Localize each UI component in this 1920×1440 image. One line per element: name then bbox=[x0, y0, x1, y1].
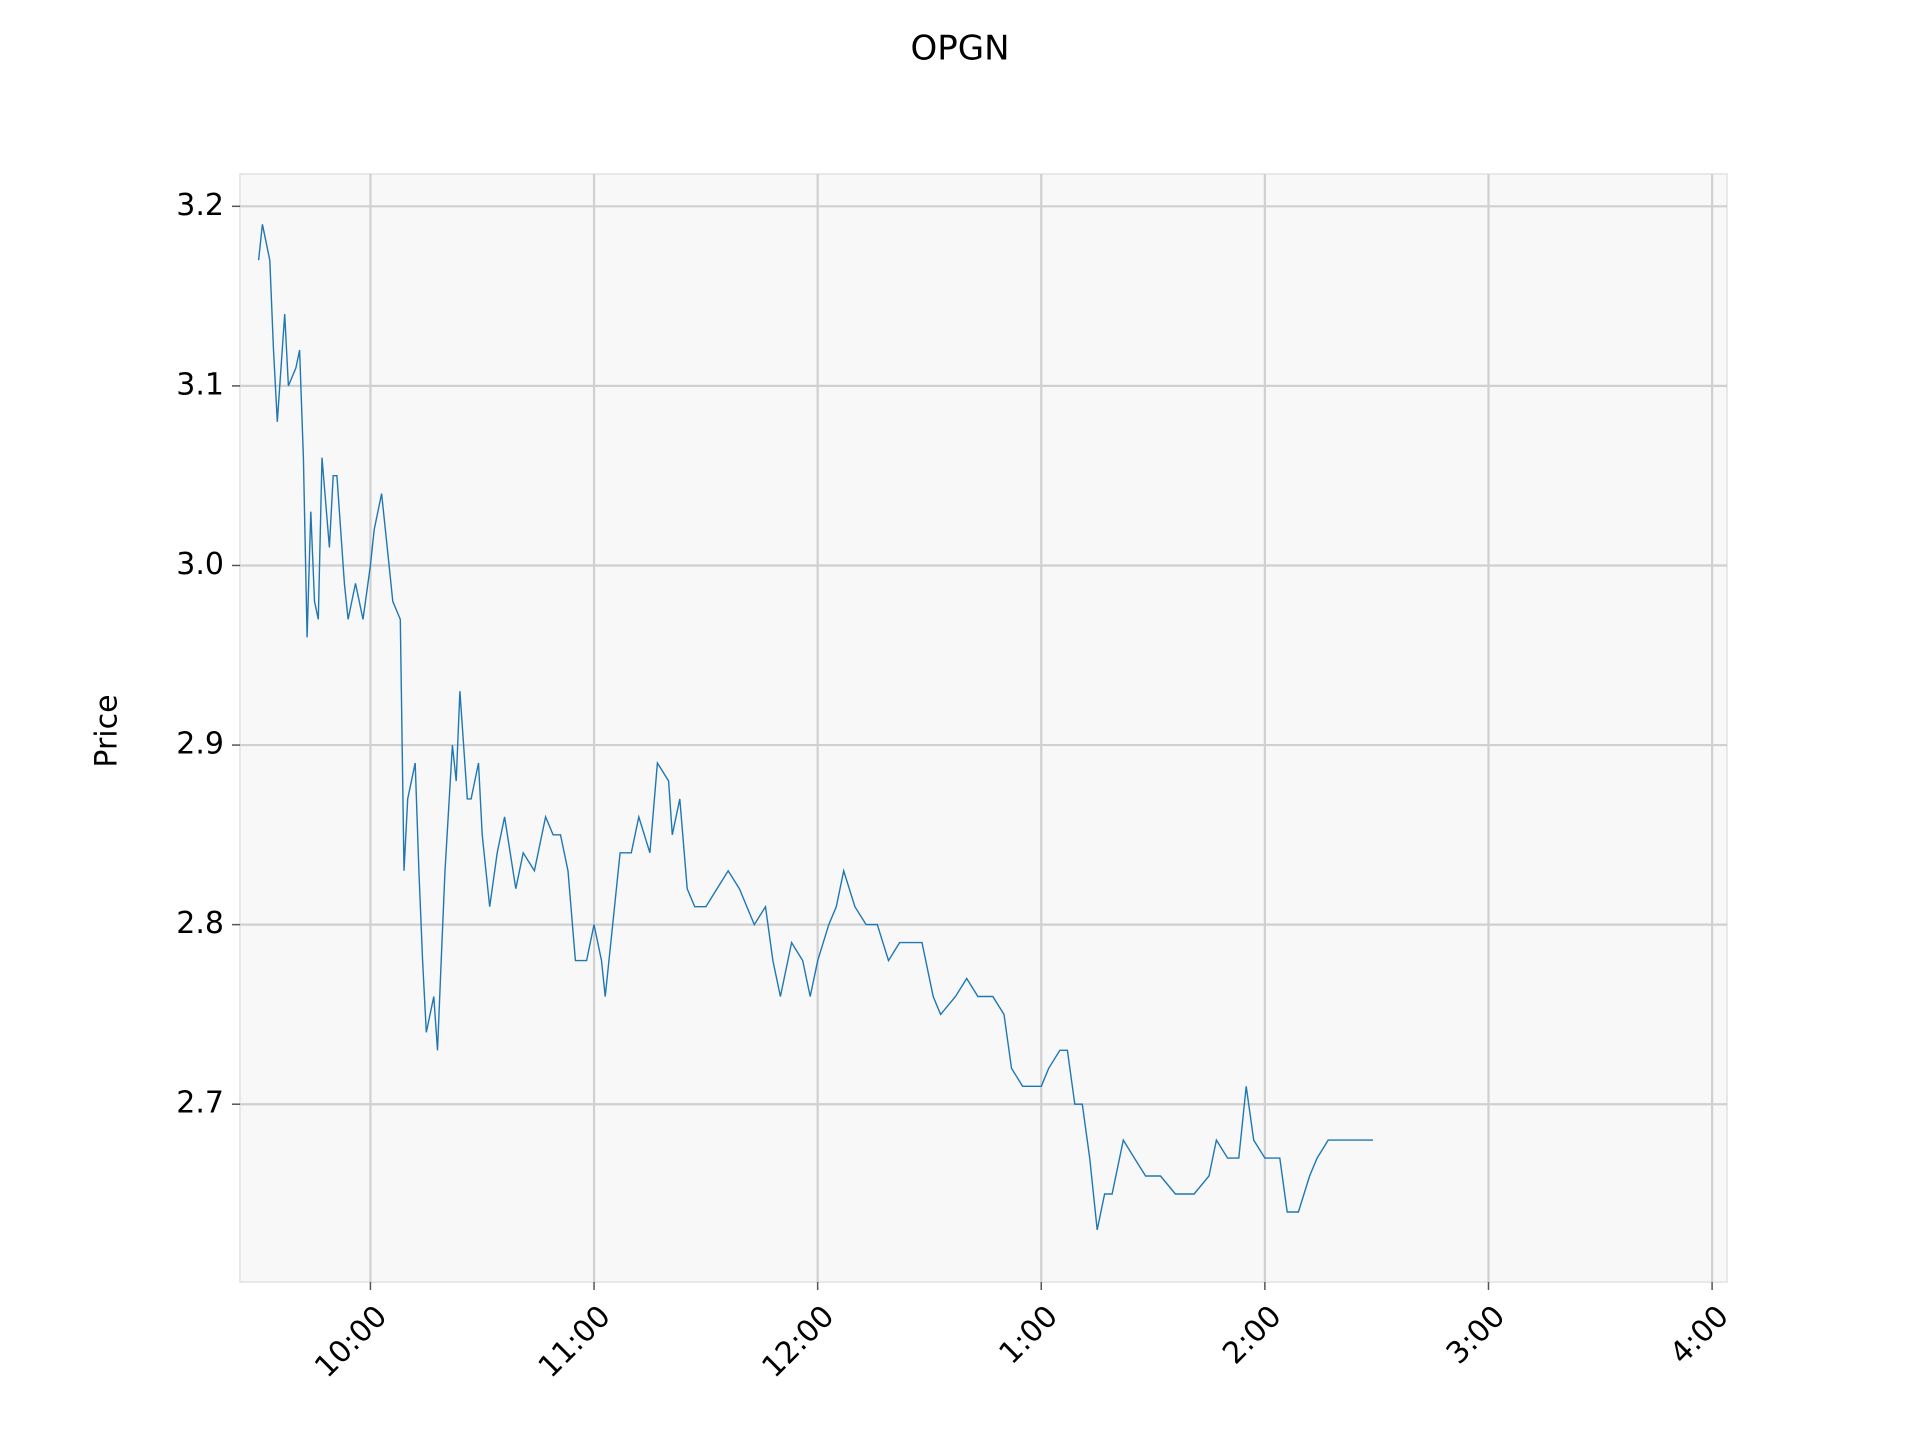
x-tick-label: 3:00 bbox=[1440, 1299, 1512, 1371]
x-tick-label: 11:00 bbox=[532, 1299, 618, 1385]
x-tick-label: 2:00 bbox=[1216, 1299, 1288, 1371]
y-tick-label: 2.8 bbox=[176, 906, 224, 941]
chart-title: OPGN bbox=[910, 29, 1009, 69]
y-tick-label: 2.7 bbox=[176, 1086, 224, 1121]
y-tick-label: 3.2 bbox=[176, 188, 224, 223]
x-tick-label: 12:00 bbox=[755, 1299, 841, 1385]
x-tick-label: 4:00 bbox=[1663, 1299, 1735, 1371]
y-tick-label: 3.0 bbox=[176, 547, 224, 582]
x-tick-label: 1:00 bbox=[993, 1299, 1065, 1371]
y-tick-label: 3.1 bbox=[176, 367, 224, 402]
price-line bbox=[257, 224, 1373, 1231]
plot-area bbox=[239, 173, 1728, 1283]
y-axis-label: Price bbox=[90, 694, 125, 767]
x-tick-label: 10:00 bbox=[308, 1299, 394, 1385]
y-tick-label: 2.9 bbox=[176, 727, 224, 762]
